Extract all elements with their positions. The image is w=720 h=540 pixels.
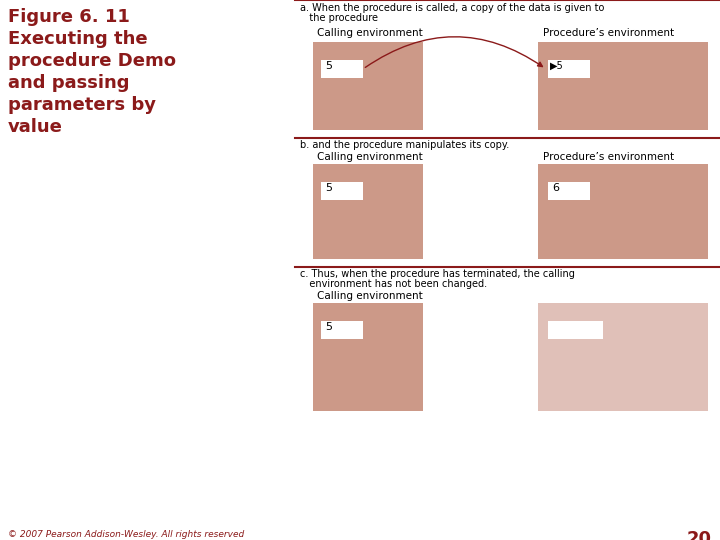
Bar bbox=[313, 42, 423, 130]
Bar bbox=[321, 182, 363, 200]
Text: a. When the procedure is called, a copy of the data is given to: a. When the procedure is called, a copy … bbox=[300, 3, 604, 13]
Text: the procedure: the procedure bbox=[300, 13, 378, 23]
Text: ▶5: ▶5 bbox=[550, 61, 564, 71]
Text: c. Thus, when the procedure has terminated, the calling: c. Thus, when the procedure has terminat… bbox=[300, 269, 575, 279]
Bar bbox=[548, 321, 603, 339]
Bar bbox=[313, 303, 423, 411]
Bar bbox=[313, 164, 423, 259]
Text: Calling environment: Calling environment bbox=[317, 291, 423, 301]
Text: b. and the procedure manipulates its copy.: b. and the procedure manipulates its cop… bbox=[300, 140, 509, 150]
Bar bbox=[548, 182, 590, 200]
Text: © 2007 Pearson Addison-Wesley. All rights reserved: © 2007 Pearson Addison-Wesley. All right… bbox=[8, 530, 244, 539]
Text: 5: 5 bbox=[325, 183, 332, 193]
Text: 6: 6 bbox=[552, 183, 559, 193]
Text: Figure 6. 11: Figure 6. 11 bbox=[8, 8, 130, 26]
Text: value: value bbox=[8, 118, 63, 136]
Text: environment has not been changed.: environment has not been changed. bbox=[300, 279, 487, 289]
Bar bbox=[538, 303, 708, 411]
Bar bbox=[538, 42, 708, 130]
FancyArrowPatch shape bbox=[365, 37, 542, 68]
Text: and passing: and passing bbox=[8, 74, 130, 92]
Bar bbox=[538, 164, 708, 259]
Text: 5: 5 bbox=[325, 61, 332, 71]
Text: Calling environment: Calling environment bbox=[317, 28, 423, 38]
Bar bbox=[548, 60, 590, 78]
Text: Executing the: Executing the bbox=[8, 30, 148, 48]
Text: 20: 20 bbox=[687, 530, 712, 540]
Text: procedure Demo: procedure Demo bbox=[8, 52, 176, 70]
Bar bbox=[321, 321, 363, 339]
Text: 5: 5 bbox=[325, 322, 332, 332]
Text: parameters by: parameters by bbox=[8, 96, 156, 114]
Text: Calling environment: Calling environment bbox=[317, 152, 423, 162]
Text: Procedure’s environment: Procedure’s environment bbox=[543, 152, 674, 162]
Text: Procedure’s environment: Procedure’s environment bbox=[543, 28, 674, 38]
Bar bbox=[321, 60, 363, 78]
